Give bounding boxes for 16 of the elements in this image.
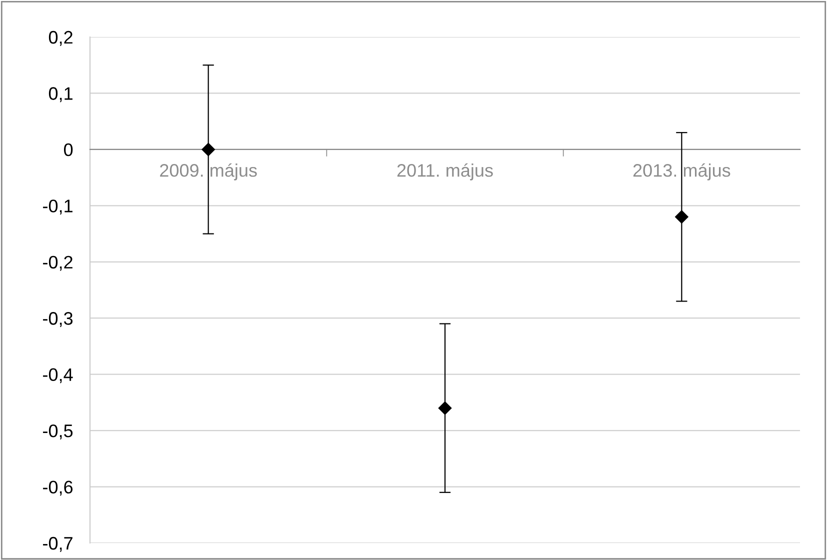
y-tick-label: -0,3 <box>43 312 73 327</box>
point <box>202 142 215 156</box>
point <box>438 401 452 415</box>
y-tick-label: 0,1 <box>48 87 72 102</box>
y-tick-label: -0,7 <box>43 536 72 552</box>
y-tick-label: -0,5 <box>43 424 73 440</box>
point <box>675 210 688 224</box>
x-tick-label: 2013. május <box>633 163 730 180</box>
x-tick-label: 2011. május <box>397 163 493 180</box>
x-tick-label: 2009. május <box>160 163 257 180</box>
y-tick-label: -0,2 <box>43 256 72 271</box>
y-tick-label: 0,2 <box>48 30 72 46</box>
y-tick-label: 0 <box>64 143 73 156</box>
y-tick-label: -0,1 <box>43 200 72 215</box>
y-tick-label: -0,4 <box>43 368 73 384</box>
y-tick-label: -0,6 <box>43 480 73 496</box>
